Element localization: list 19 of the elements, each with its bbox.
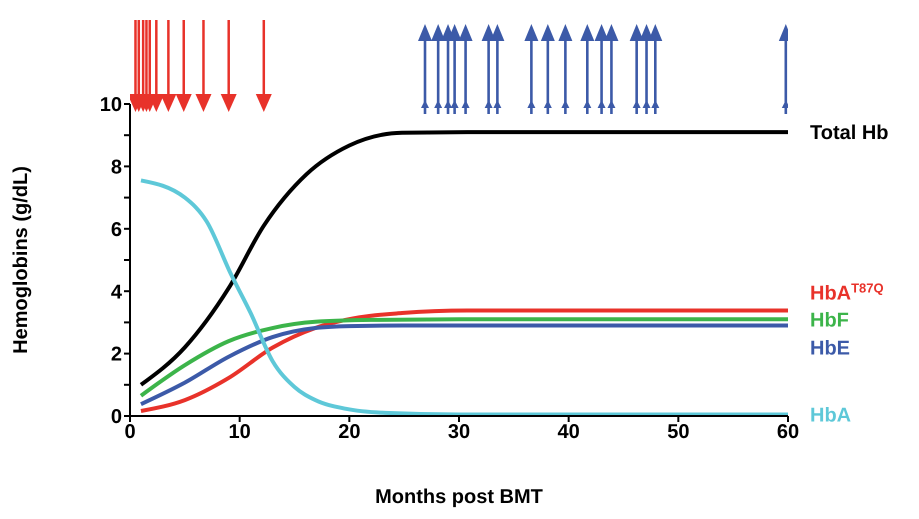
y-tick-label: 6 [110, 218, 122, 241]
x-tick-label: 30 [448, 421, 470, 444]
y-tick-label: 10 [100, 94, 122, 116]
series-label: HbA [810, 404, 852, 426]
x-tick-label: 60 [776, 421, 800, 444]
y-tick-label: 4 [110, 281, 123, 304]
series-label: HbE [810, 338, 850, 360]
y-tick-label: 2 [110, 344, 122, 366]
series-label: HbA$^{T87Q}$ [810, 280, 884, 305]
series-label: HbF [810, 309, 849, 332]
series-label: Total Hb [810, 122, 889, 144]
y-axis-title: Hemoglobins (g/dL) [10, 166, 32, 354]
x-tick-label: 50 [667, 421, 690, 444]
y-tick-label: 0 [110, 406, 122, 428]
x-tick-label: 40 [558, 421, 580, 444]
y-tick-label: 8 [110, 156, 122, 178]
x-axis-title: Months post BMT [375, 486, 543, 508]
x-tick-label: 10 [228, 421, 251, 444]
x-tick-label: 20 [338, 421, 360, 444]
